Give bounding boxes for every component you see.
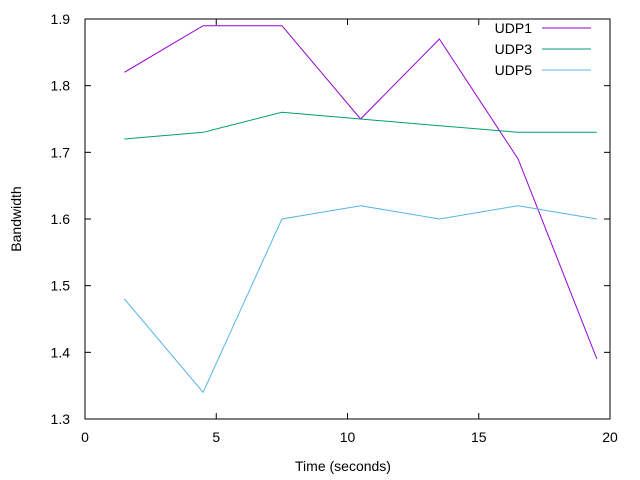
y-tick-label: 1.9 bbox=[51, 11, 71, 27]
legend-label-udp5: UDP5 bbox=[495, 62, 533, 78]
y-tick-label: 1.3 bbox=[51, 411, 71, 427]
axis-ticks: 0 5 10 15 20 1.3 1.4 1.5 1.6 1.7 1.8 1.9 bbox=[51, 11, 618, 445]
series-line-udp5 bbox=[124, 205, 597, 394]
y-tick-label: 1.7 bbox=[51, 144, 71, 160]
x-tick-label: 0 bbox=[81, 429, 89, 445]
y-tick-label: 1.8 bbox=[51, 78, 71, 94]
series-line-udp3 bbox=[124, 111, 597, 140]
y-axis-title: Bandwidth bbox=[8, 186, 24, 251]
x-tick-label: 20 bbox=[602, 429, 618, 445]
plot-frame bbox=[84, 18, 611, 420]
y-tick-label: 1.6 bbox=[51, 211, 71, 227]
legend-label-udp1: UDP1 bbox=[495, 20, 533, 36]
y-tick-label: 1.5 bbox=[51, 278, 71, 294]
series-lines bbox=[124, 25, 598, 394]
x-tick-label: 5 bbox=[212, 429, 220, 445]
legend-label-udp3: UDP3 bbox=[495, 41, 533, 57]
y-tick-label: 1.4 bbox=[51, 344, 71, 360]
legend: UDP1 UDP3 UDP5 bbox=[495, 20, 591, 78]
x-tick-label: 15 bbox=[471, 429, 487, 445]
x-tick-label: 10 bbox=[340, 429, 356, 445]
x-axis-title: Time (seconds) bbox=[295, 458, 391, 474]
